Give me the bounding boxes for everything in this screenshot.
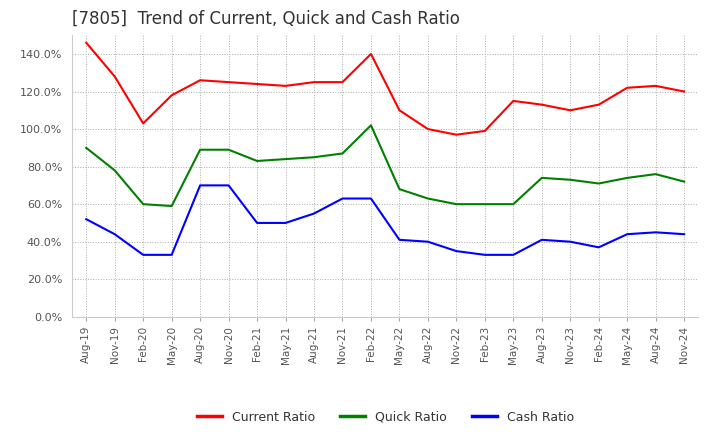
Cash Ratio bbox=[566, 239, 575, 244]
Quick Ratio bbox=[566, 177, 575, 183]
Cash Ratio bbox=[423, 239, 432, 244]
Current Ratio bbox=[566, 108, 575, 113]
Cash Ratio bbox=[395, 237, 404, 242]
Line: Quick Ratio: Quick Ratio bbox=[86, 125, 684, 206]
Current Ratio bbox=[253, 81, 261, 87]
Quick Ratio bbox=[680, 179, 688, 184]
Quick Ratio bbox=[196, 147, 204, 152]
Cash Ratio bbox=[82, 216, 91, 222]
Cash Ratio bbox=[652, 230, 660, 235]
Quick Ratio bbox=[652, 172, 660, 177]
Cash Ratio bbox=[595, 245, 603, 250]
Cash Ratio bbox=[452, 249, 461, 254]
Cash Ratio bbox=[253, 220, 261, 226]
Current Ratio bbox=[395, 108, 404, 113]
Current Ratio bbox=[480, 128, 489, 134]
Current Ratio bbox=[196, 77, 204, 83]
Cash Ratio bbox=[196, 183, 204, 188]
Current Ratio bbox=[225, 80, 233, 85]
Quick Ratio bbox=[509, 202, 518, 207]
Quick Ratio bbox=[253, 158, 261, 164]
Legend: Current Ratio, Quick Ratio, Cash Ratio: Current Ratio, Quick Ratio, Cash Ratio bbox=[192, 406, 579, 429]
Cash Ratio bbox=[110, 231, 119, 237]
Quick Ratio bbox=[366, 123, 375, 128]
Current Ratio bbox=[366, 51, 375, 57]
Quick Ratio bbox=[139, 202, 148, 207]
Cash Ratio bbox=[480, 252, 489, 257]
Current Ratio bbox=[110, 74, 119, 79]
Cash Ratio bbox=[623, 231, 631, 237]
Quick Ratio bbox=[395, 187, 404, 192]
Quick Ratio bbox=[225, 147, 233, 152]
Cash Ratio bbox=[167, 252, 176, 257]
Text: [7805]  Trend of Current, Quick and Cash Ratio: [7805] Trend of Current, Quick and Cash … bbox=[72, 10, 460, 28]
Cash Ratio bbox=[310, 211, 318, 216]
Cash Ratio bbox=[282, 220, 290, 226]
Cash Ratio bbox=[680, 231, 688, 237]
Current Ratio bbox=[452, 132, 461, 137]
Cash Ratio bbox=[366, 196, 375, 201]
Quick Ratio bbox=[537, 175, 546, 180]
Quick Ratio bbox=[595, 181, 603, 186]
Current Ratio bbox=[423, 126, 432, 132]
Quick Ratio bbox=[480, 202, 489, 207]
Current Ratio bbox=[595, 102, 603, 107]
Current Ratio bbox=[310, 80, 318, 85]
Quick Ratio bbox=[110, 168, 119, 173]
Current Ratio bbox=[282, 83, 290, 88]
Line: Cash Ratio: Cash Ratio bbox=[86, 185, 684, 255]
Current Ratio bbox=[82, 40, 91, 45]
Quick Ratio bbox=[623, 175, 631, 180]
Quick Ratio bbox=[452, 202, 461, 207]
Cash Ratio bbox=[537, 237, 546, 242]
Current Ratio bbox=[680, 89, 688, 94]
Cash Ratio bbox=[509, 252, 518, 257]
Current Ratio bbox=[167, 93, 176, 98]
Quick Ratio bbox=[167, 203, 176, 209]
Current Ratio bbox=[509, 98, 518, 103]
Quick Ratio bbox=[338, 151, 347, 156]
Current Ratio bbox=[652, 83, 660, 88]
Current Ratio bbox=[139, 121, 148, 126]
Quick Ratio bbox=[310, 154, 318, 160]
Quick Ratio bbox=[282, 157, 290, 162]
Cash Ratio bbox=[139, 252, 148, 257]
Cash Ratio bbox=[225, 183, 233, 188]
Quick Ratio bbox=[423, 196, 432, 201]
Current Ratio bbox=[623, 85, 631, 90]
Current Ratio bbox=[537, 102, 546, 107]
Quick Ratio bbox=[82, 145, 91, 150]
Cash Ratio bbox=[338, 196, 347, 201]
Current Ratio bbox=[338, 80, 347, 85]
Line: Current Ratio: Current Ratio bbox=[86, 43, 684, 135]
